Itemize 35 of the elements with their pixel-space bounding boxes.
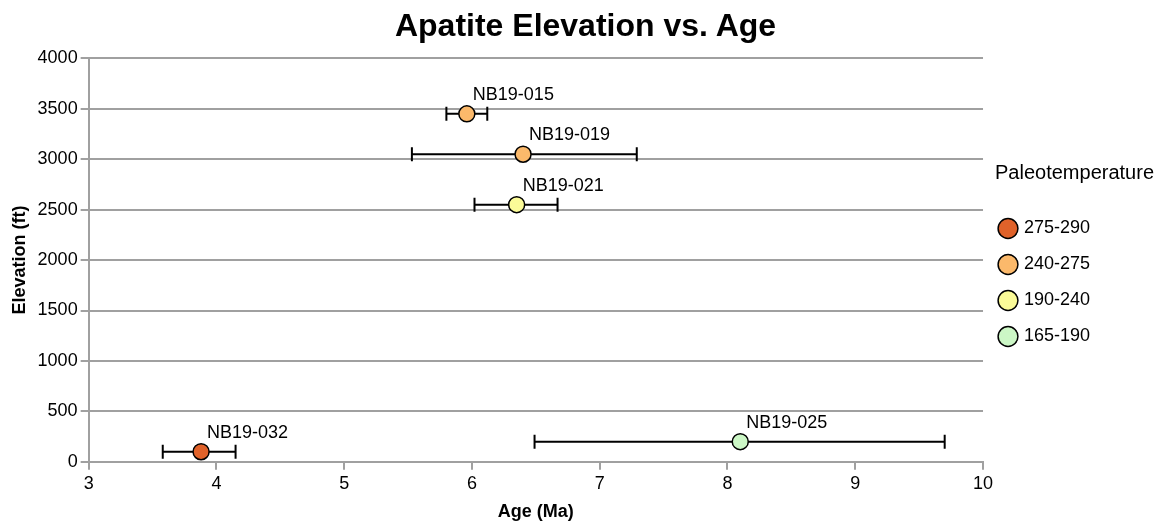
x-tick-label: 9 xyxy=(850,472,861,493)
y-tick-label: 1000 xyxy=(37,349,78,370)
x-tick-label: 3 xyxy=(83,472,94,493)
annotation: NB19-019 xyxy=(529,124,611,145)
legend-label: 240-275 xyxy=(1024,253,1091,274)
legend-label: 275-290 xyxy=(1024,217,1091,238)
x-tick-label: 8 xyxy=(722,472,733,493)
point xyxy=(192,442,210,461)
annotation: NB19-025 xyxy=(746,411,828,432)
y-tick-label: 2500 xyxy=(37,198,78,219)
y-tick-label: 3000 xyxy=(37,148,78,169)
annotation: NB19-015 xyxy=(472,83,554,104)
x-tick-label: 6 xyxy=(466,472,477,493)
x-tick-label: 5 xyxy=(339,472,350,493)
legend-title: Paleotemperature xyxy=(995,161,1154,184)
x-tick-label: 7 xyxy=(594,472,605,493)
y-tick-label: 1500 xyxy=(37,299,78,320)
point xyxy=(458,105,476,123)
legend-label: 190-240 xyxy=(1024,289,1091,310)
y-tick-label: 2000 xyxy=(37,249,78,270)
annotation: NB19-032 xyxy=(207,421,289,442)
annotation: NB19-021 xyxy=(522,174,604,195)
chart-title: Apatite Elevation vs. Age xyxy=(394,7,777,44)
point xyxy=(507,195,526,214)
y-tick-label: 500 xyxy=(47,400,78,421)
x-tick-label: 10 xyxy=(973,472,994,493)
y-tick-label: 0 xyxy=(67,450,78,471)
legend-label: 165-190 xyxy=(1024,325,1091,346)
x-tick-label: 4 xyxy=(211,472,222,493)
x-axis-title: Age (Ma) xyxy=(497,501,574,522)
point xyxy=(514,145,532,163)
y-tick-label: 3500 xyxy=(37,97,78,118)
y-tick-label: 4000 xyxy=(37,47,78,68)
y-axis-title: Elevation (ft) xyxy=(8,205,29,315)
point xyxy=(731,432,750,451)
